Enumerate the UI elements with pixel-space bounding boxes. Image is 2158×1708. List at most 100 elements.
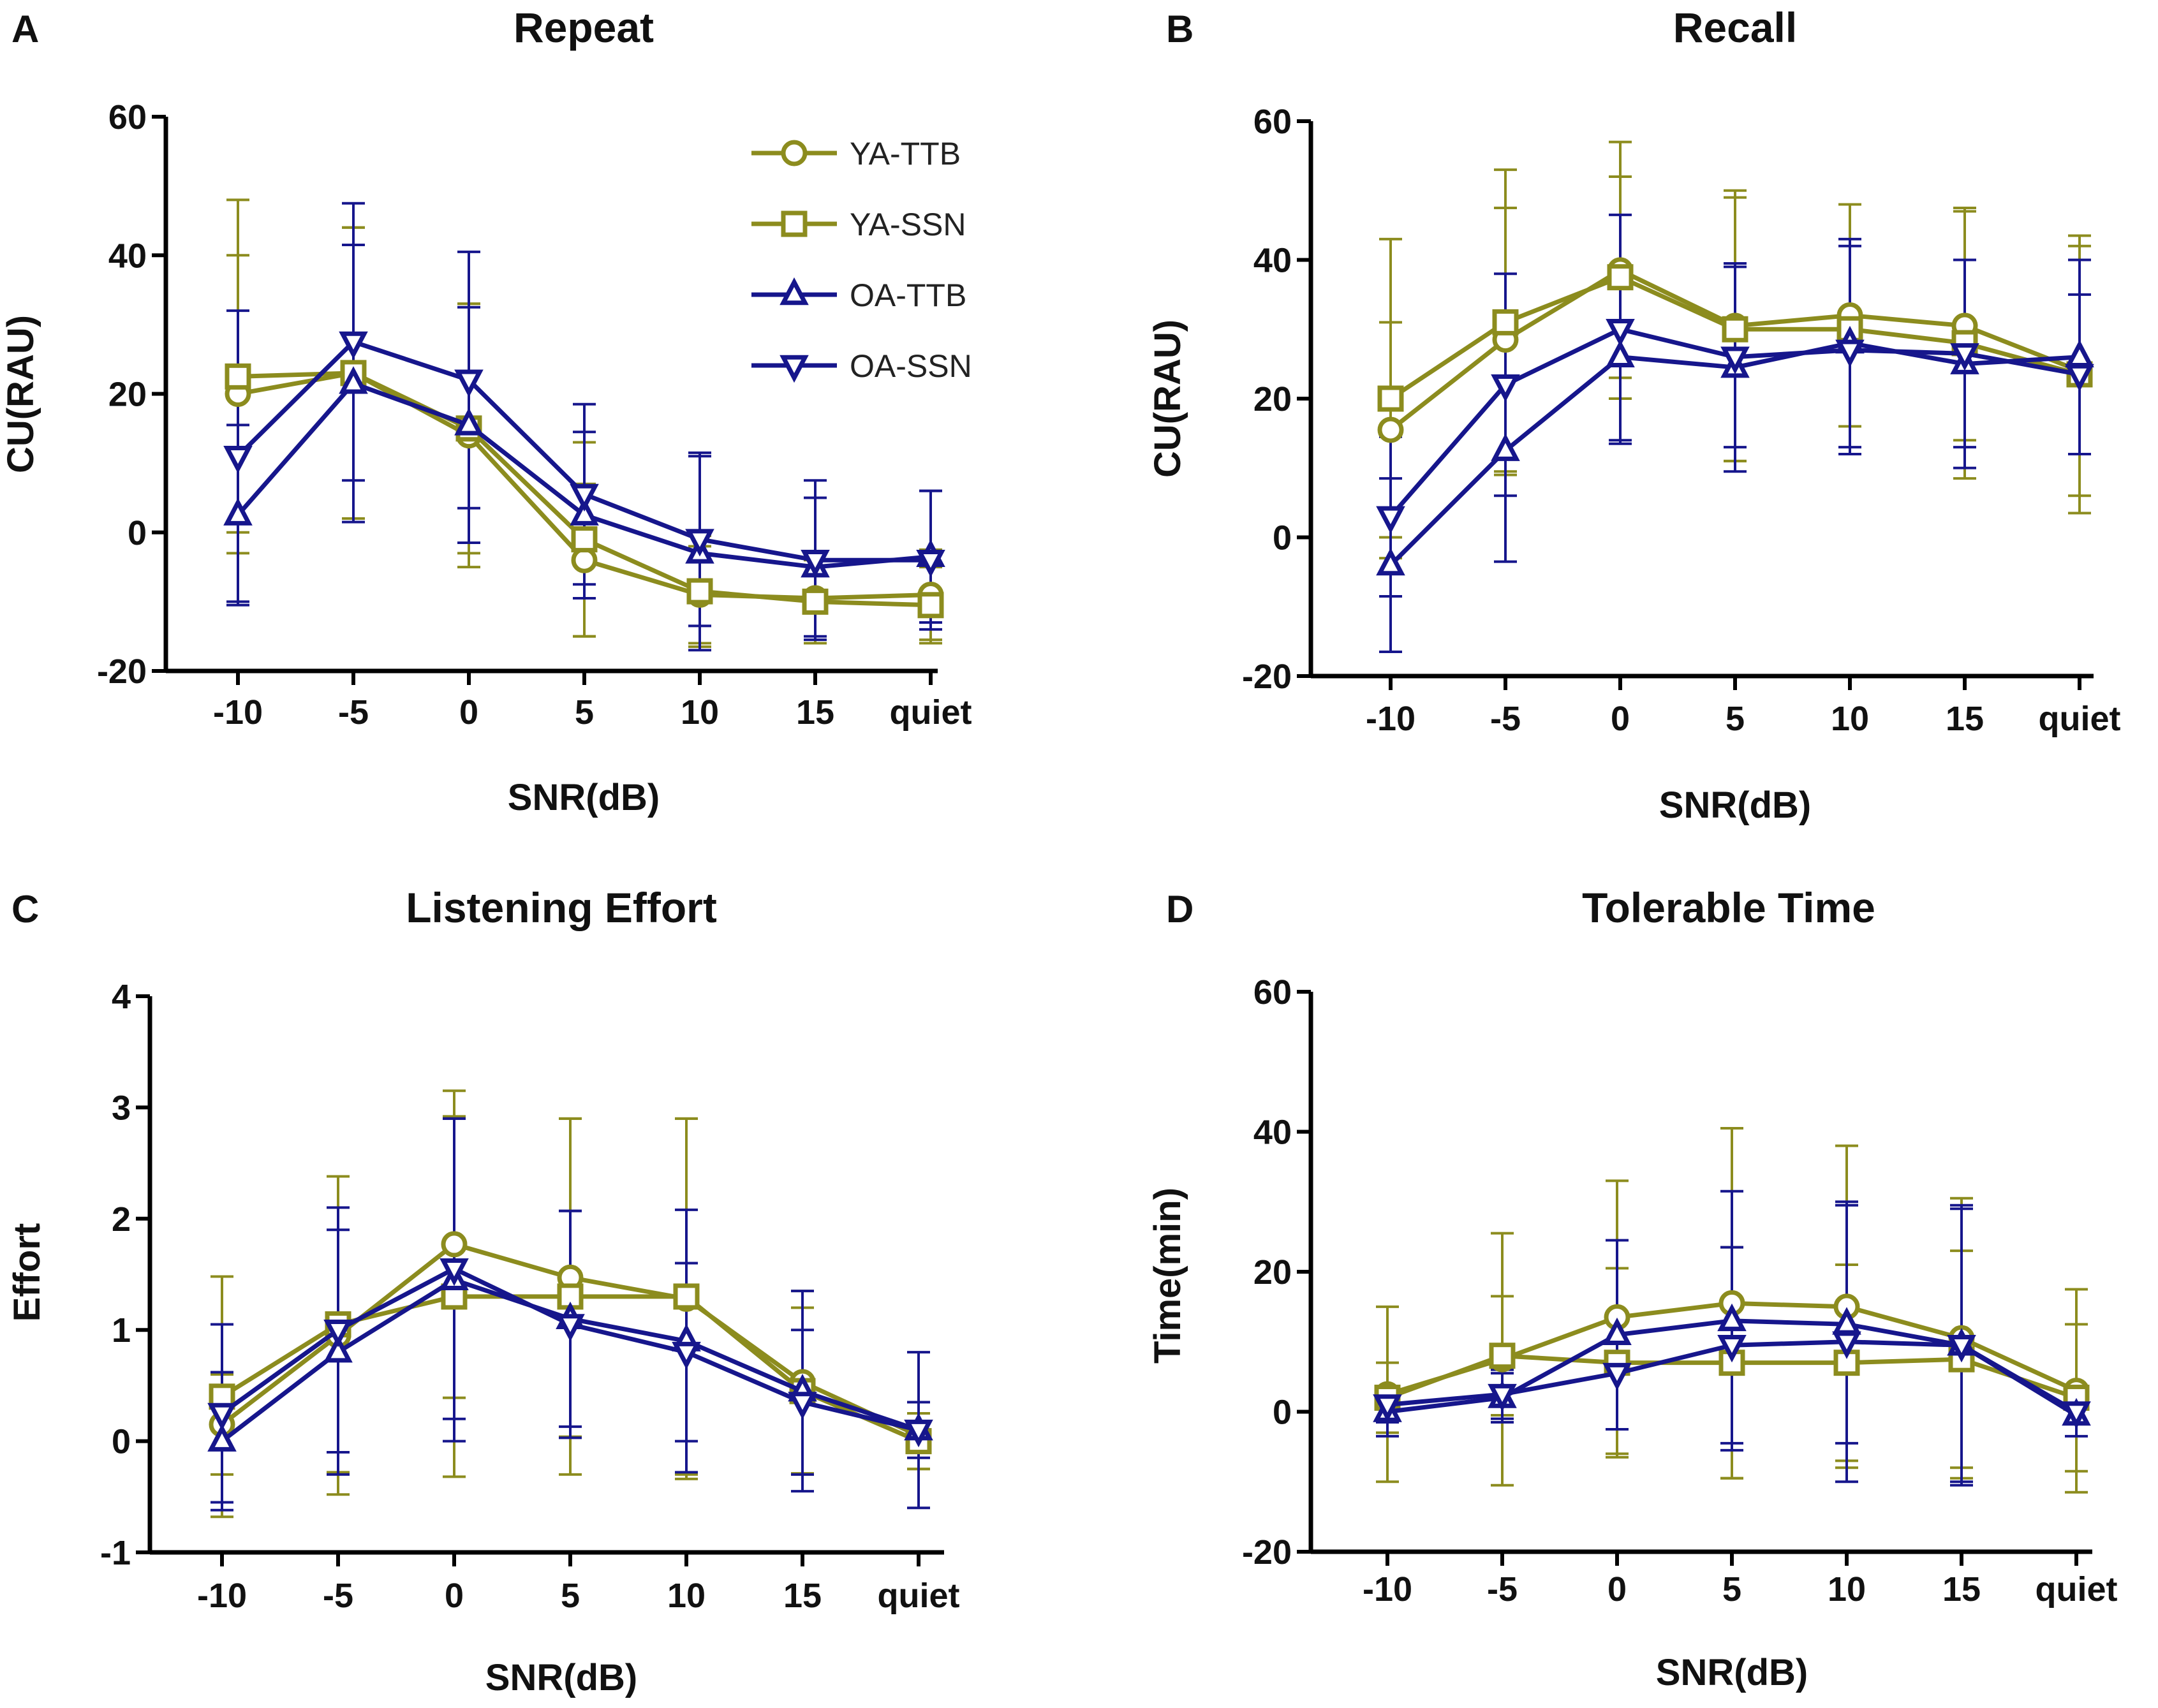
y-axis-label: CU(RAU) — [1147, 320, 1188, 478]
x-tick-label: 5 — [561, 1577, 580, 1615]
y-tick-label: -20 — [1242, 658, 1292, 696]
x-tick-label: 15 — [783, 1577, 822, 1615]
data-point-ya-ssn — [1377, 385, 1404, 412]
x-tick-label: -10 — [1366, 700, 1415, 738]
data-point-oa-ssn — [1606, 319, 1635, 347]
y-tick-label: 60 — [1253, 103, 1292, 141]
x-tick-label: 0 — [1607, 1570, 1627, 1609]
panel-letter: D — [1166, 888, 1194, 931]
data-point-ya-ssn — [1489, 1343, 1516, 1369]
data-point-oa-ssn — [323, 1319, 353, 1348]
y-tick-label: 40 — [108, 237, 147, 275]
legend-marker — [781, 140, 808, 166]
data-point-oa-ssn — [1720, 346, 1750, 374]
data-point-oa-ttb — [223, 497, 253, 526]
x-tick-label: -10 — [1363, 1570, 1412, 1609]
panel-title: Recall — [1673, 4, 1797, 51]
y-tick-label: 0 — [1273, 1394, 1292, 1432]
x-tick-label: 5 — [575, 693, 594, 732]
data-point-oa-ssn — [454, 369, 484, 397]
y-tick-label: -20 — [97, 652, 147, 691]
legend-marker — [780, 277, 809, 306]
data-point-ya-ssn — [225, 363, 251, 390]
panel-tolerable-time: D Tolerable Time SNR(dB) Time(min) -20 0 2… — [1147, 884, 2118, 1693]
panel-letter: B — [1166, 8, 1194, 50]
x-tick-label: 15 — [1946, 700, 1984, 738]
data-point-oa-ssn — [788, 1392, 817, 1420]
data-point-ya-ssn — [1492, 309, 1519, 335]
legend-label: YA-TTB — [850, 136, 961, 172]
y-tick-label: 20 — [1253, 380, 1292, 418]
legend: YA-TTB YA-SSN OA-TTB OA-SSN — [751, 136, 972, 384]
x-tick-label: 5 — [1722, 1570, 1741, 1609]
legend-marker — [781, 210, 808, 237]
data-point-oa-ssn — [672, 1341, 701, 1370]
data-point-oa-ssn — [2065, 364, 2094, 392]
data-point-oa-ssn — [801, 549, 830, 578]
data-point-oa-ssn — [685, 529, 714, 557]
data-point-oa-ssn — [1488, 1383, 1517, 1412]
data-point-oa-ttb — [2065, 339, 2094, 367]
plot-area: -20 0 20 40 60 -10 -5 0 5 10 15 quiet — [97, 98, 972, 732]
y-tick-label: 20 — [1253, 1253, 1292, 1292]
x-tick-label: 15 — [796, 693, 834, 732]
legend-item-oa-ttb: OA-TTB — [751, 277, 966, 313]
data-point-oa-ttb — [1717, 1303, 1747, 1332]
plot-area: -20 0 20 40 60 -10 -5 0 5 10 15 quiet — [1242, 973, 2118, 1609]
legend-label: YA-SSN — [850, 207, 966, 242]
x-axis-label: SNR(dB) — [1656, 1652, 1808, 1693]
data-point-oa-ssn — [1835, 339, 1865, 367]
panel-recall: B Recall SNR(dB) CU(RAU) -20 0 20 40 60 -10 -5… — [1147, 4, 2121, 826]
panel-letter: C — [11, 888, 39, 931]
x-tick-label: 10 — [1831, 700, 1869, 738]
x-tick-label: -5 — [1490, 700, 1521, 738]
y-tick-label: 60 — [1253, 973, 1292, 1012]
panel-title: Repeat — [514, 4, 654, 51]
data-point-oa-ssn — [556, 1314, 585, 1342]
y-tick-label: 20 — [108, 376, 147, 414]
data-point-ya-ssn — [571, 526, 598, 553]
data-point-oa-ssn — [1373, 1394, 1402, 1422]
x-tick-label: -10 — [213, 693, 263, 732]
data-point-oa-ssn — [440, 1258, 469, 1286]
x-tick-label: quiet — [878, 1577, 960, 1615]
data-point-ya-ssn — [802, 588, 829, 615]
x-axis-label: SNR(dB) — [508, 777, 660, 818]
data-point-oa-ssn — [1950, 343, 1979, 371]
legend-marker — [780, 355, 809, 383]
data-point-oa-ssn — [1717, 1334, 1747, 1363]
data-point-ya-ssn — [1607, 264, 1634, 291]
panel-listening-effort: C Listening Effort SNR(dB) Effort -10123… — [6, 884, 960, 1698]
data-point-oa-ssn — [1376, 506, 1405, 534]
x-tick-label: 10 — [667, 1577, 706, 1615]
x-tick-label: -5 — [338, 693, 369, 732]
data-point-oa-ssn — [904, 1419, 933, 1448]
legend-item-ya-ssn: YA-SSN — [751, 207, 966, 242]
y-axis-label: Effort — [6, 1223, 48, 1322]
data-point-ya-ssn — [686, 578, 713, 605]
x-tick-label: 5 — [1726, 700, 1745, 738]
y-tick-label: 40 — [1253, 242, 1292, 280]
y-tick-label: 3 — [112, 1089, 131, 1127]
data-point-oa-ttb — [323, 1335, 353, 1363]
panel-repeat: A Repeat SNR(dB) CU(RAU) -20 0 20 40 60 -10 -5… — [0, 4, 972, 818]
x-tick-label: 0 — [459, 693, 478, 732]
legend-item-oa-ssn: OA-SSN — [751, 348, 972, 384]
x-tick-label: 0 — [1611, 700, 1630, 738]
data-point-oa-ssn — [2062, 1401, 2091, 1429]
y-axis-label: CU(RAU) — [0, 315, 41, 473]
data-point-ya-ttb — [571, 547, 598, 573]
data-point-oa-ttb — [1376, 547, 1405, 576]
panel-letter: A — [11, 8, 39, 50]
data-point-oa-ssn — [223, 446, 253, 474]
data-point-oa-ttb — [1606, 339, 1635, 367]
y-tick-label: 60 — [108, 98, 147, 136]
x-tick-label: -5 — [1487, 1570, 1518, 1609]
data-point-oa-ttb — [570, 497, 599, 526]
panel-title: Listening Effort — [406, 884, 717, 931]
data-point-oa-ttb — [207, 1424, 237, 1452]
x-tick-label: 0 — [445, 1577, 464, 1615]
x-tick-label: 10 — [681, 693, 719, 732]
